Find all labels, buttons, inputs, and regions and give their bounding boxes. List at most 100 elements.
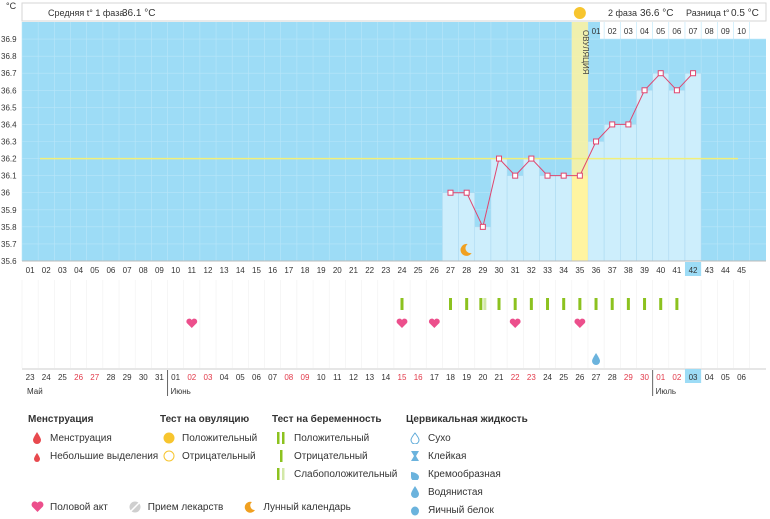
top-day-labels: 01 02 03 04 05 06 07 08 09 10 [592, 27, 747, 36]
temperature-point [528, 155, 535, 162]
temperature-bar [490, 158, 508, 262]
cycle-day-label: 15 [252, 266, 261, 275]
pregnancy-test-positive-mark [643, 298, 647, 310]
cycle-day-label: 36 [592, 266, 601, 275]
legend-title: Менструация [28, 414, 94, 425]
calendar-date-axis: 23 24 25 26 27 28 29 30 31 01 02 03 04 05 06 07 08 09 10 11… [22, 368, 766, 396]
temperature-bar [668, 90, 686, 262]
cycle-day-label: 19 [317, 266, 326, 275]
calendar-date-label: 24 [543, 373, 552, 382]
y-tick-label: 35.8 [1, 223, 17, 232]
cycle-day-label: 20 [333, 266, 342, 275]
calendar-date-label: 05 [721, 373, 730, 382]
calendar-date-label: 25 [58, 373, 67, 382]
legend-label: Положительный [182, 432, 258, 444]
cycle-day-label: 12 [204, 266, 213, 275]
calendar-date-label: 02 [187, 373, 196, 382]
calendar-date-label: 01 [171, 373, 180, 382]
small-drop-icon [28, 450, 46, 462]
calendar-date-label: 28 [106, 373, 115, 382]
pregnancy-test-positive-mark [610, 298, 614, 310]
temperature-point [496, 155, 503, 162]
temperature-bar [587, 141, 605, 262]
y-tick-label: 36.7 [1, 69, 17, 78]
y-tick-label: 36.5 [1, 103, 17, 112]
cycle-day-label: 45 [737, 266, 746, 275]
pregnancy-test-positive-mark [562, 298, 566, 310]
y-tick-label: 36.9 [1, 35, 17, 44]
cycle-day-label: 44 [721, 266, 730, 275]
legend-label: Слабоположительный [294, 468, 398, 480]
pregnancy-test-positive-mark [578, 298, 582, 310]
legend-label: Сухо [428, 432, 451, 444]
phase2-value: 36.6 °C [640, 8, 673, 19]
calendar-date-label: 29 [624, 373, 633, 382]
cycle-day-label: 10 [171, 266, 180, 275]
sticky-icon [406, 450, 424, 462]
cycle-day-label: 29 [478, 266, 487, 275]
legend-bottom: Половой акт Прием лекарств Лунный календ… [28, 498, 351, 516]
calendar-date-label: 13 [365, 373, 374, 382]
temperature-bar [603, 124, 621, 262]
temperature-point [560, 172, 567, 179]
temperature-bar [636, 90, 653, 262]
current-day-highlight [684, 262, 702, 276]
temperature-point [544, 172, 551, 179]
circle-outline-icon [160, 450, 178, 462]
cycle-day-label: 25 [414, 266, 423, 275]
cycle-day-label: 03 [58, 266, 67, 275]
calendar-date-label: 26 [74, 373, 83, 382]
cycle-day-label: 05 [90, 266, 99, 275]
pregnancy-test-positive-mark [513, 298, 517, 310]
phase1-value: 36.1 °C [122, 8, 155, 19]
temperature-point [479, 223, 486, 230]
calendar-date-label: 18 [446, 373, 455, 382]
diff-value: 0.5 °C [731, 8, 759, 19]
calendar-date-label: 30 [139, 373, 148, 382]
calendar-date-label: 22 [511, 373, 520, 382]
diff-label: Разница t° [686, 8, 730, 18]
y-unit-label: °C [6, 1, 17, 11]
y-tick-label: 36.1 [1, 172, 17, 181]
calendar-date-label: 04 [705, 373, 714, 382]
cycle-day-label: 42 [689, 266, 698, 275]
cycle-day-label: 14 [236, 266, 245, 275]
today-highlight [684, 369, 702, 383]
temperature-bar [442, 192, 459, 262]
calendar-date-label: 25 [559, 373, 568, 382]
temperature-bar [474, 226, 492, 262]
calendar-date-label: 23 [527, 373, 536, 382]
pregnancy-test-weak-mark [483, 298, 487, 310]
legend-item: Сухо [406, 429, 528, 447]
legend-item: Лунный календарь [241, 498, 351, 516]
cycle-day-label: 07 [123, 266, 132, 275]
month-label: Май [27, 387, 43, 396]
cycle-day-label: 28 [462, 266, 471, 275]
events-area [21, 280, 750, 368]
legend-item: Небольшие выделения [28, 447, 158, 465]
ovulation-column [571, 22, 588, 261]
calendar-date-label: 28 [608, 373, 617, 382]
legend-item: Менструация [28, 429, 158, 447]
top-day-label: 06 [672, 27, 681, 36]
legend-item: Половой акт [28, 498, 108, 516]
heart-icon [428, 318, 440, 328]
temperature-series-line [450, 72, 694, 229]
legend-item: Отрицательный [272, 447, 397, 465]
watery-drop-icon [592, 353, 601, 365]
calendar-date-label: 02 [672, 373, 681, 382]
faint-bar-icon [272, 468, 290, 480]
top-day-label: 07 [689, 27, 698, 36]
cycle-day-label: 35 [575, 266, 584, 275]
calendar-date-label: 09 [301, 373, 310, 382]
cycle-day-label: 11 [188, 266, 197, 275]
top-day-label: 05 [656, 27, 665, 36]
top-day-label: 08 [705, 27, 714, 36]
heart-icon [28, 501, 46, 513]
legend-item: Слабоположительный [272, 465, 397, 483]
calendar-date-label: 29 [123, 373, 132, 382]
calendar-date-label: 07 [268, 373, 277, 382]
legend-item: Положительный [272, 429, 397, 447]
calendar-date-label: 01 [656, 373, 665, 382]
y-tick-label: 36.8 [1, 52, 17, 61]
